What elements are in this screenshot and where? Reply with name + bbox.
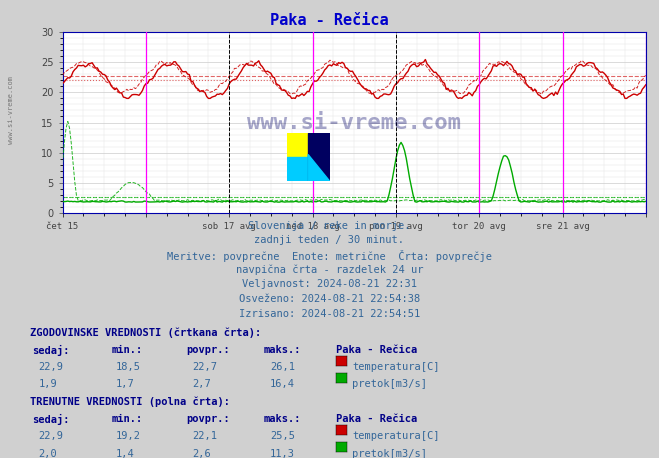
Text: 2,6: 2,6 bbox=[192, 449, 211, 458]
Text: 18,5: 18,5 bbox=[116, 362, 141, 372]
Text: www.si-vreme.com: www.si-vreme.com bbox=[8, 76, 14, 144]
Text: 16,4: 16,4 bbox=[270, 379, 295, 389]
Text: pretok[m3/s]: pretok[m3/s] bbox=[352, 379, 427, 389]
Text: navpična črta - razdelek 24 ur: navpična črta - razdelek 24 ur bbox=[236, 265, 423, 275]
Text: ZGODOVINSKE VREDNOSTI (črtkana črta):: ZGODOVINSKE VREDNOSTI (črtkana črta): bbox=[30, 327, 261, 338]
Text: 2,0: 2,0 bbox=[38, 449, 57, 458]
Text: pretok[m3/s]: pretok[m3/s] bbox=[352, 449, 427, 458]
Text: 2,7: 2,7 bbox=[192, 379, 211, 389]
Text: 26,1: 26,1 bbox=[270, 362, 295, 372]
Text: min.:: min.: bbox=[112, 414, 143, 424]
Text: Paka - Rečica: Paka - Rečica bbox=[336, 345, 417, 355]
Bar bbox=[287, 133, 308, 157]
Text: 22,7: 22,7 bbox=[192, 362, 217, 372]
Text: 22,9: 22,9 bbox=[38, 362, 63, 372]
Text: min.:: min.: bbox=[112, 345, 143, 355]
Text: 1,7: 1,7 bbox=[116, 379, 134, 389]
Text: Veljavnost: 2024-08-21 22:31: Veljavnost: 2024-08-21 22:31 bbox=[242, 279, 417, 289]
Text: zadnji teden / 30 minut.: zadnji teden / 30 minut. bbox=[254, 235, 405, 245]
Text: temperatura[C]: temperatura[C] bbox=[352, 362, 440, 372]
Text: 1,9: 1,9 bbox=[38, 379, 57, 389]
Text: 22,9: 22,9 bbox=[38, 431, 63, 442]
Text: Osveženo: 2024-08-21 22:54:38: Osveženo: 2024-08-21 22:54:38 bbox=[239, 294, 420, 304]
Text: maks.:: maks.: bbox=[264, 414, 301, 424]
Text: 1,4: 1,4 bbox=[116, 449, 134, 458]
Bar bbox=[287, 157, 308, 181]
Text: Paka - Rečica: Paka - Rečica bbox=[270, 13, 389, 28]
Text: temperatura[C]: temperatura[C] bbox=[352, 431, 440, 442]
Text: www.si-vreme.com: www.si-vreme.com bbox=[247, 113, 461, 132]
Text: povpr.:: povpr.: bbox=[186, 414, 229, 424]
Text: 11,3: 11,3 bbox=[270, 449, 295, 458]
Text: povpr.:: povpr.: bbox=[186, 345, 229, 355]
Polygon shape bbox=[308, 154, 330, 181]
Text: Izrisano: 2024-08-21 22:54:51: Izrisano: 2024-08-21 22:54:51 bbox=[239, 309, 420, 319]
Text: sedaj:: sedaj: bbox=[32, 414, 69, 425]
Text: sedaj:: sedaj: bbox=[32, 345, 69, 356]
Bar bbox=[308, 133, 330, 181]
Text: 19,2: 19,2 bbox=[116, 431, 141, 442]
Text: TRENUTNE VREDNOSTI (polna črta):: TRENUTNE VREDNOSTI (polna črta): bbox=[30, 397, 229, 407]
Text: 25,5: 25,5 bbox=[270, 431, 295, 442]
Text: Paka - Rečica: Paka - Rečica bbox=[336, 414, 417, 424]
Text: maks.:: maks.: bbox=[264, 345, 301, 355]
Text: Slovenija / reke in morje.: Slovenija / reke in morje. bbox=[248, 221, 411, 231]
Text: Meritve: povprečne  Enote: metrične  Črta: povprečje: Meritve: povprečne Enote: metrične Črta:… bbox=[167, 250, 492, 262]
Text: 22,1: 22,1 bbox=[192, 431, 217, 442]
